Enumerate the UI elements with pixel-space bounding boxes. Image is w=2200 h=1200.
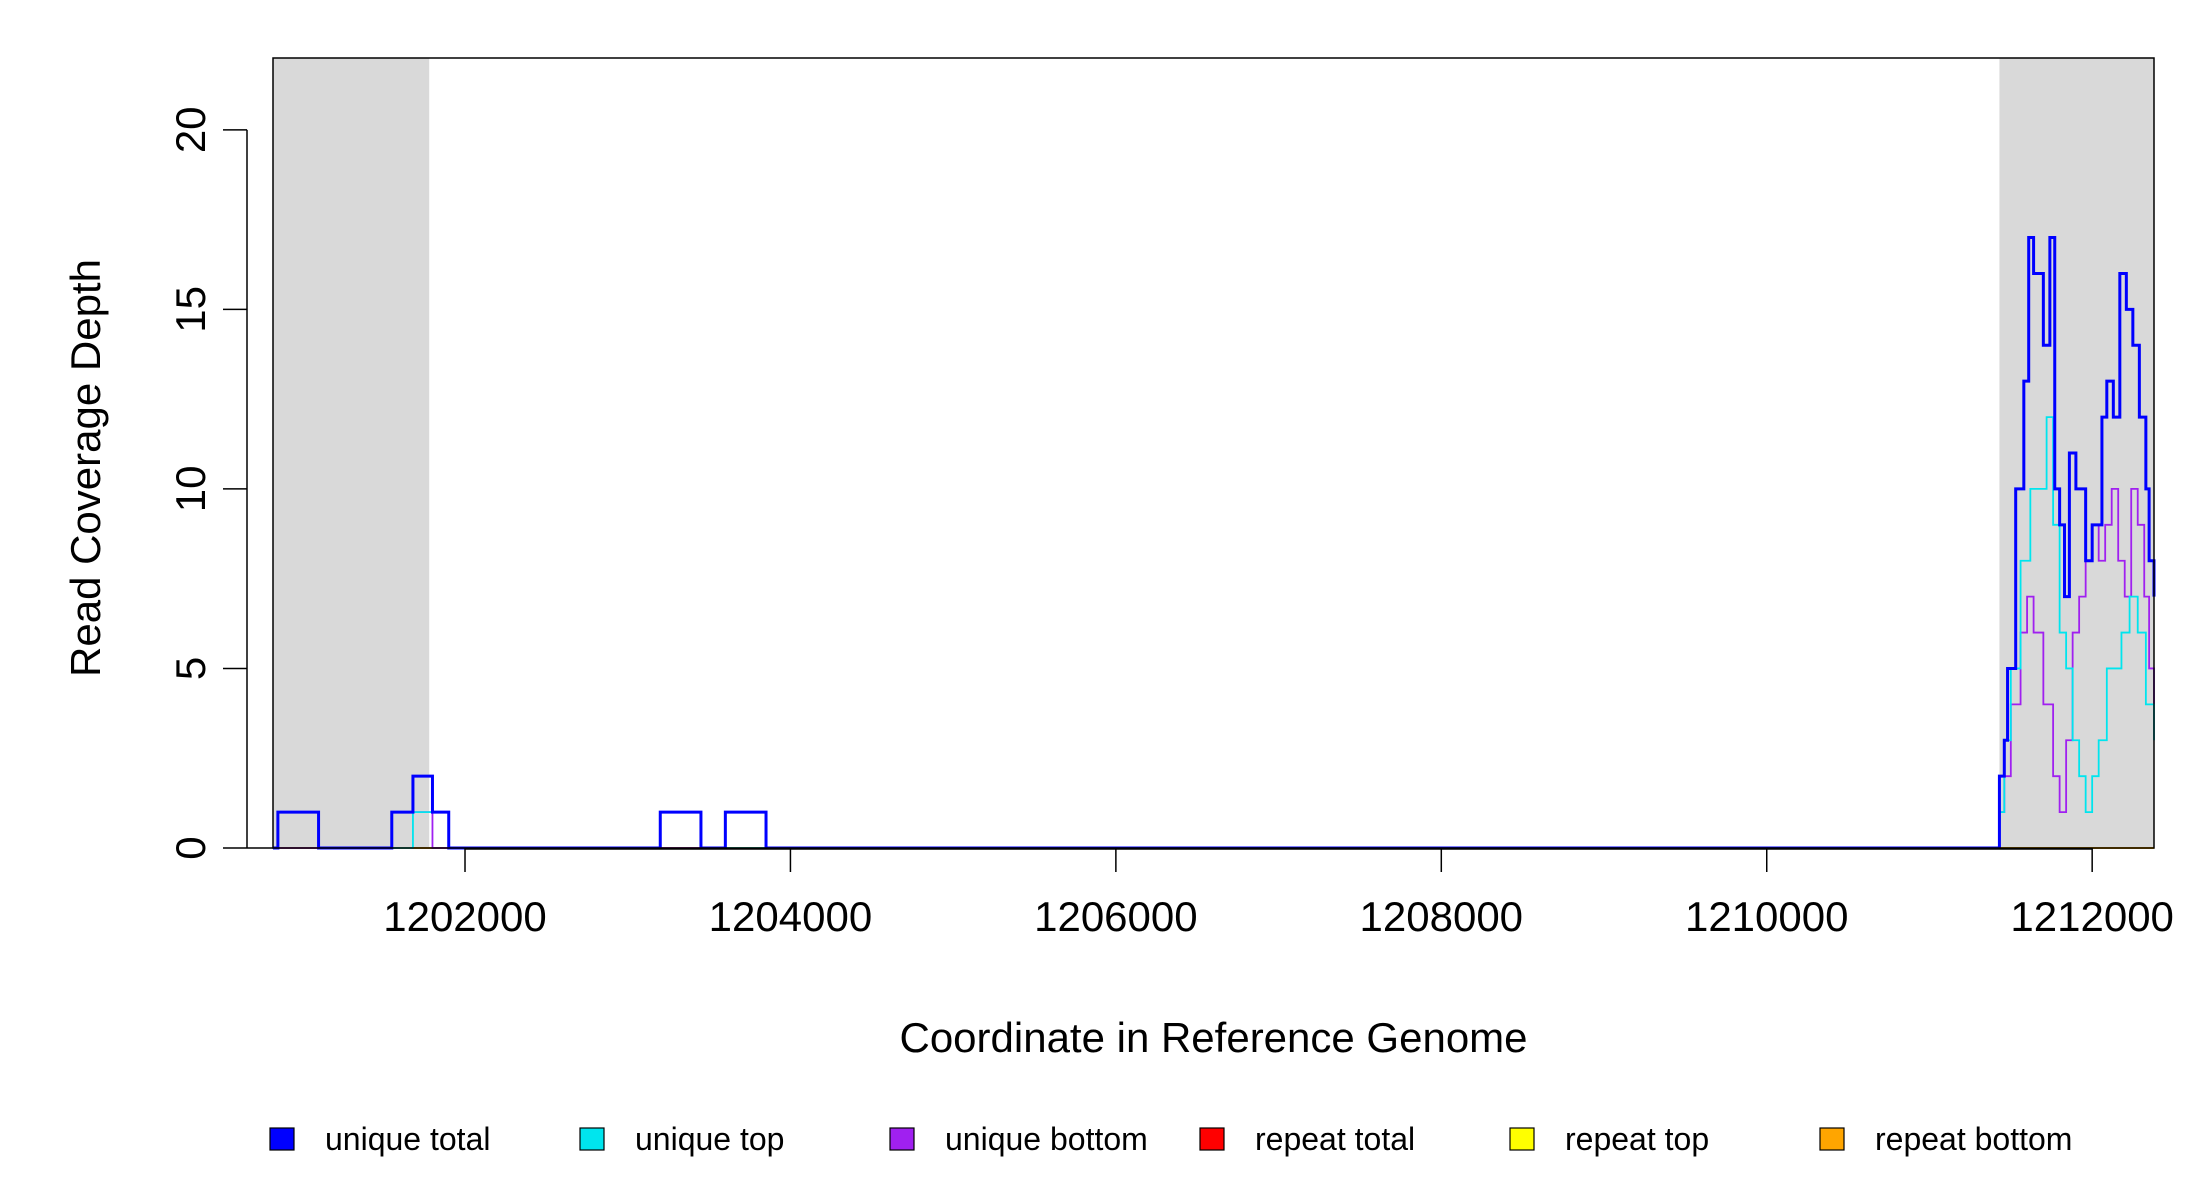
legend-label: repeat bottom (1875, 1121, 2072, 1157)
legend-swatch (269, 1127, 295, 1151)
legend-label: unique total (325, 1121, 490, 1157)
shaded-regions (273, 58, 2154, 848)
legend: unique total unique top unique bottom repea… (269, 1121, 2072, 1157)
x-tick-label: 1202000 (383, 893, 547, 940)
y-tick-label: 0 (167, 836, 214, 859)
plot-frame (272, 57, 2155, 849)
legend-label: repeat total (1255, 1121, 1415, 1157)
x-tick-label: 1212000 (2010, 893, 2174, 940)
x-tick-label: 1208000 (1360, 893, 1524, 940)
series-lines (273, 236, 2156, 850)
y-tick-label: 5 (167, 657, 214, 680)
x-axis: 1202000 1204000 1206000 1208000 1210000 12120… (383, 848, 2174, 940)
y-tick-label: 15 (167, 286, 214, 333)
legend-label: repeat top (1565, 1121, 1709, 1157)
shaded-region-0 (273, 58, 430, 848)
y-tick-label: 10 (167, 466, 214, 513)
legend-swatch (1509, 1127, 1535, 1151)
x-axis-label: Coordinate in Reference Genome (899, 1014, 1527, 1061)
legend-swatch (579, 1127, 605, 1151)
y-tick-label: 20 (167, 106, 214, 153)
y-axis-label: Read Coverage Depth (62, 259, 109, 677)
series-line-unique-bottom (273, 488, 2155, 849)
legend-label: unique bottom (945, 1121, 1148, 1157)
legend-swatch (1819, 1127, 1845, 1151)
x-tick-label: 1204000 (709, 893, 873, 940)
x-tick-label: 1206000 (1034, 893, 1198, 940)
series-line-unique-top (273, 416, 2155, 849)
legend-label: unique top (635, 1121, 784, 1157)
legend-swatch (1199, 1127, 1225, 1151)
x-tick-label: 1210000 (1685, 893, 1849, 940)
y-axis: 0 5 10 15 20 (167, 106, 273, 860)
legend-swatch (889, 1127, 915, 1151)
series-line-unique-total (273, 236, 2156, 850)
